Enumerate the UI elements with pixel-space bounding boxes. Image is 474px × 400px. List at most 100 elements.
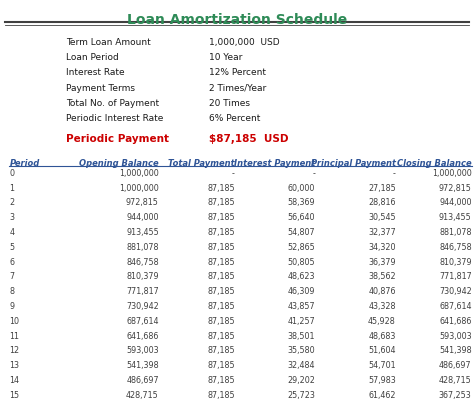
Text: 367,253: 367,253 — [439, 391, 472, 400]
Text: 913,455: 913,455 — [439, 213, 472, 222]
Text: 14: 14 — [9, 376, 19, 385]
Text: -: - — [393, 169, 396, 178]
Text: 11: 11 — [9, 332, 19, 341]
Text: 15: 15 — [9, 391, 19, 400]
Text: Principal Payment: Principal Payment — [311, 159, 396, 168]
Text: 25,723: 25,723 — [287, 391, 315, 400]
Text: 9: 9 — [9, 302, 15, 311]
Text: Interest Rate: Interest Rate — [66, 68, 125, 77]
Text: 486,697: 486,697 — [126, 376, 159, 385]
Text: 913,455: 913,455 — [126, 228, 159, 237]
Text: 87,185: 87,185 — [207, 287, 235, 296]
Text: 1,000,000: 1,000,000 — [119, 184, 159, 193]
Text: 972,815: 972,815 — [126, 198, 159, 207]
Text: 60,000: 60,000 — [288, 184, 315, 193]
Text: 87,185: 87,185 — [207, 258, 235, 266]
Text: 810,379: 810,379 — [126, 272, 159, 282]
Text: $87,185  USD: $87,185 USD — [209, 134, 288, 144]
Text: 87,185: 87,185 — [207, 346, 235, 355]
Text: 1,000,000: 1,000,000 — [119, 169, 159, 178]
Text: 45,928: 45,928 — [368, 317, 396, 326]
Text: 0: 0 — [9, 169, 15, 178]
Text: 28,816: 28,816 — [368, 198, 396, 207]
Text: 32,377: 32,377 — [368, 228, 396, 237]
Text: 972,815: 972,815 — [439, 184, 472, 193]
Text: 881,078: 881,078 — [126, 243, 159, 252]
Text: 730,942: 730,942 — [439, 287, 472, 296]
Text: 40,876: 40,876 — [368, 287, 396, 296]
Text: 56,640: 56,640 — [288, 213, 315, 222]
Text: Payment Terms: Payment Terms — [66, 84, 136, 92]
Text: 10 Year: 10 Year — [209, 53, 242, 62]
Text: 2 Times/Year: 2 Times/Year — [209, 84, 266, 92]
Text: 48,623: 48,623 — [288, 272, 315, 282]
Text: -: - — [232, 169, 235, 178]
Text: Periodic Payment: Periodic Payment — [66, 134, 169, 144]
Text: 1: 1 — [9, 184, 15, 193]
Text: 944,000: 944,000 — [126, 213, 159, 222]
Text: Loan Amortization Schedule: Loan Amortization Schedule — [127, 13, 347, 27]
Text: 810,379: 810,379 — [439, 258, 472, 266]
Text: 35,580: 35,580 — [288, 346, 315, 355]
Text: 20 Times: 20 Times — [209, 99, 249, 108]
Text: 54,701: 54,701 — [368, 361, 396, 370]
Text: 428,715: 428,715 — [126, 391, 159, 400]
Text: 87,185: 87,185 — [207, 213, 235, 222]
Text: 58,369: 58,369 — [288, 198, 315, 207]
Text: 6: 6 — [9, 258, 15, 266]
Text: 43,857: 43,857 — [288, 302, 315, 311]
Text: 3: 3 — [9, 213, 15, 222]
Text: 50,805: 50,805 — [288, 258, 315, 266]
Text: 46,309: 46,309 — [288, 287, 315, 296]
Text: Closing Balance: Closing Balance — [397, 159, 472, 168]
Text: 771,817: 771,817 — [126, 287, 159, 296]
Text: Loan Period: Loan Period — [66, 53, 119, 62]
Text: 87,185: 87,185 — [207, 272, 235, 282]
Text: 944,000: 944,000 — [439, 198, 472, 207]
Text: 10: 10 — [9, 317, 19, 326]
Text: Total Payment: Total Payment — [168, 159, 235, 168]
Text: 27,185: 27,185 — [368, 184, 396, 193]
Text: 38,562: 38,562 — [368, 272, 396, 282]
Text: 13: 13 — [9, 361, 19, 370]
Text: 881,078: 881,078 — [439, 228, 472, 237]
Text: 57,983: 57,983 — [368, 376, 396, 385]
Text: 771,817: 771,817 — [439, 272, 472, 282]
Text: 87,185: 87,185 — [207, 302, 235, 311]
Text: 87,185: 87,185 — [207, 243, 235, 252]
Text: 641,686: 641,686 — [127, 332, 159, 341]
Text: 87,185: 87,185 — [207, 361, 235, 370]
Text: 87,185: 87,185 — [207, 228, 235, 237]
Text: Interest Payment: Interest Payment — [234, 159, 315, 168]
Text: 730,942: 730,942 — [126, 302, 159, 311]
Text: 61,462: 61,462 — [368, 391, 396, 400]
Text: 1,000,000  USD: 1,000,000 USD — [209, 38, 279, 47]
Text: 29,202: 29,202 — [287, 376, 315, 385]
Text: 687,614: 687,614 — [439, 302, 472, 311]
Text: Term Loan Amount: Term Loan Amount — [66, 38, 151, 47]
Text: 5: 5 — [9, 243, 15, 252]
Text: 41,257: 41,257 — [287, 317, 315, 326]
Text: 486,697: 486,697 — [439, 361, 472, 370]
Text: 593,003: 593,003 — [439, 332, 472, 341]
Text: 34,320: 34,320 — [368, 243, 396, 252]
Text: 541,398: 541,398 — [126, 361, 159, 370]
Text: Period: Period — [9, 159, 40, 168]
Text: 4: 4 — [9, 228, 15, 237]
Text: 7: 7 — [9, 272, 15, 282]
Text: 54,807: 54,807 — [288, 228, 315, 237]
Text: 38,501: 38,501 — [288, 332, 315, 341]
Text: 48,683: 48,683 — [368, 332, 396, 341]
Text: 687,614: 687,614 — [126, 317, 159, 326]
Text: 87,185: 87,185 — [207, 184, 235, 193]
Text: 541,398: 541,398 — [439, 346, 472, 355]
Text: Total No. of Payment: Total No. of Payment — [66, 99, 159, 108]
Text: 12: 12 — [9, 346, 19, 355]
Text: 1,000,000: 1,000,000 — [432, 169, 472, 178]
Text: 87,185: 87,185 — [207, 198, 235, 207]
Text: 32,484: 32,484 — [288, 361, 315, 370]
Text: 87,185: 87,185 — [207, 391, 235, 400]
Text: 641,686: 641,686 — [439, 317, 472, 326]
Text: 846,758: 846,758 — [126, 258, 159, 266]
Text: 30,545: 30,545 — [368, 213, 396, 222]
